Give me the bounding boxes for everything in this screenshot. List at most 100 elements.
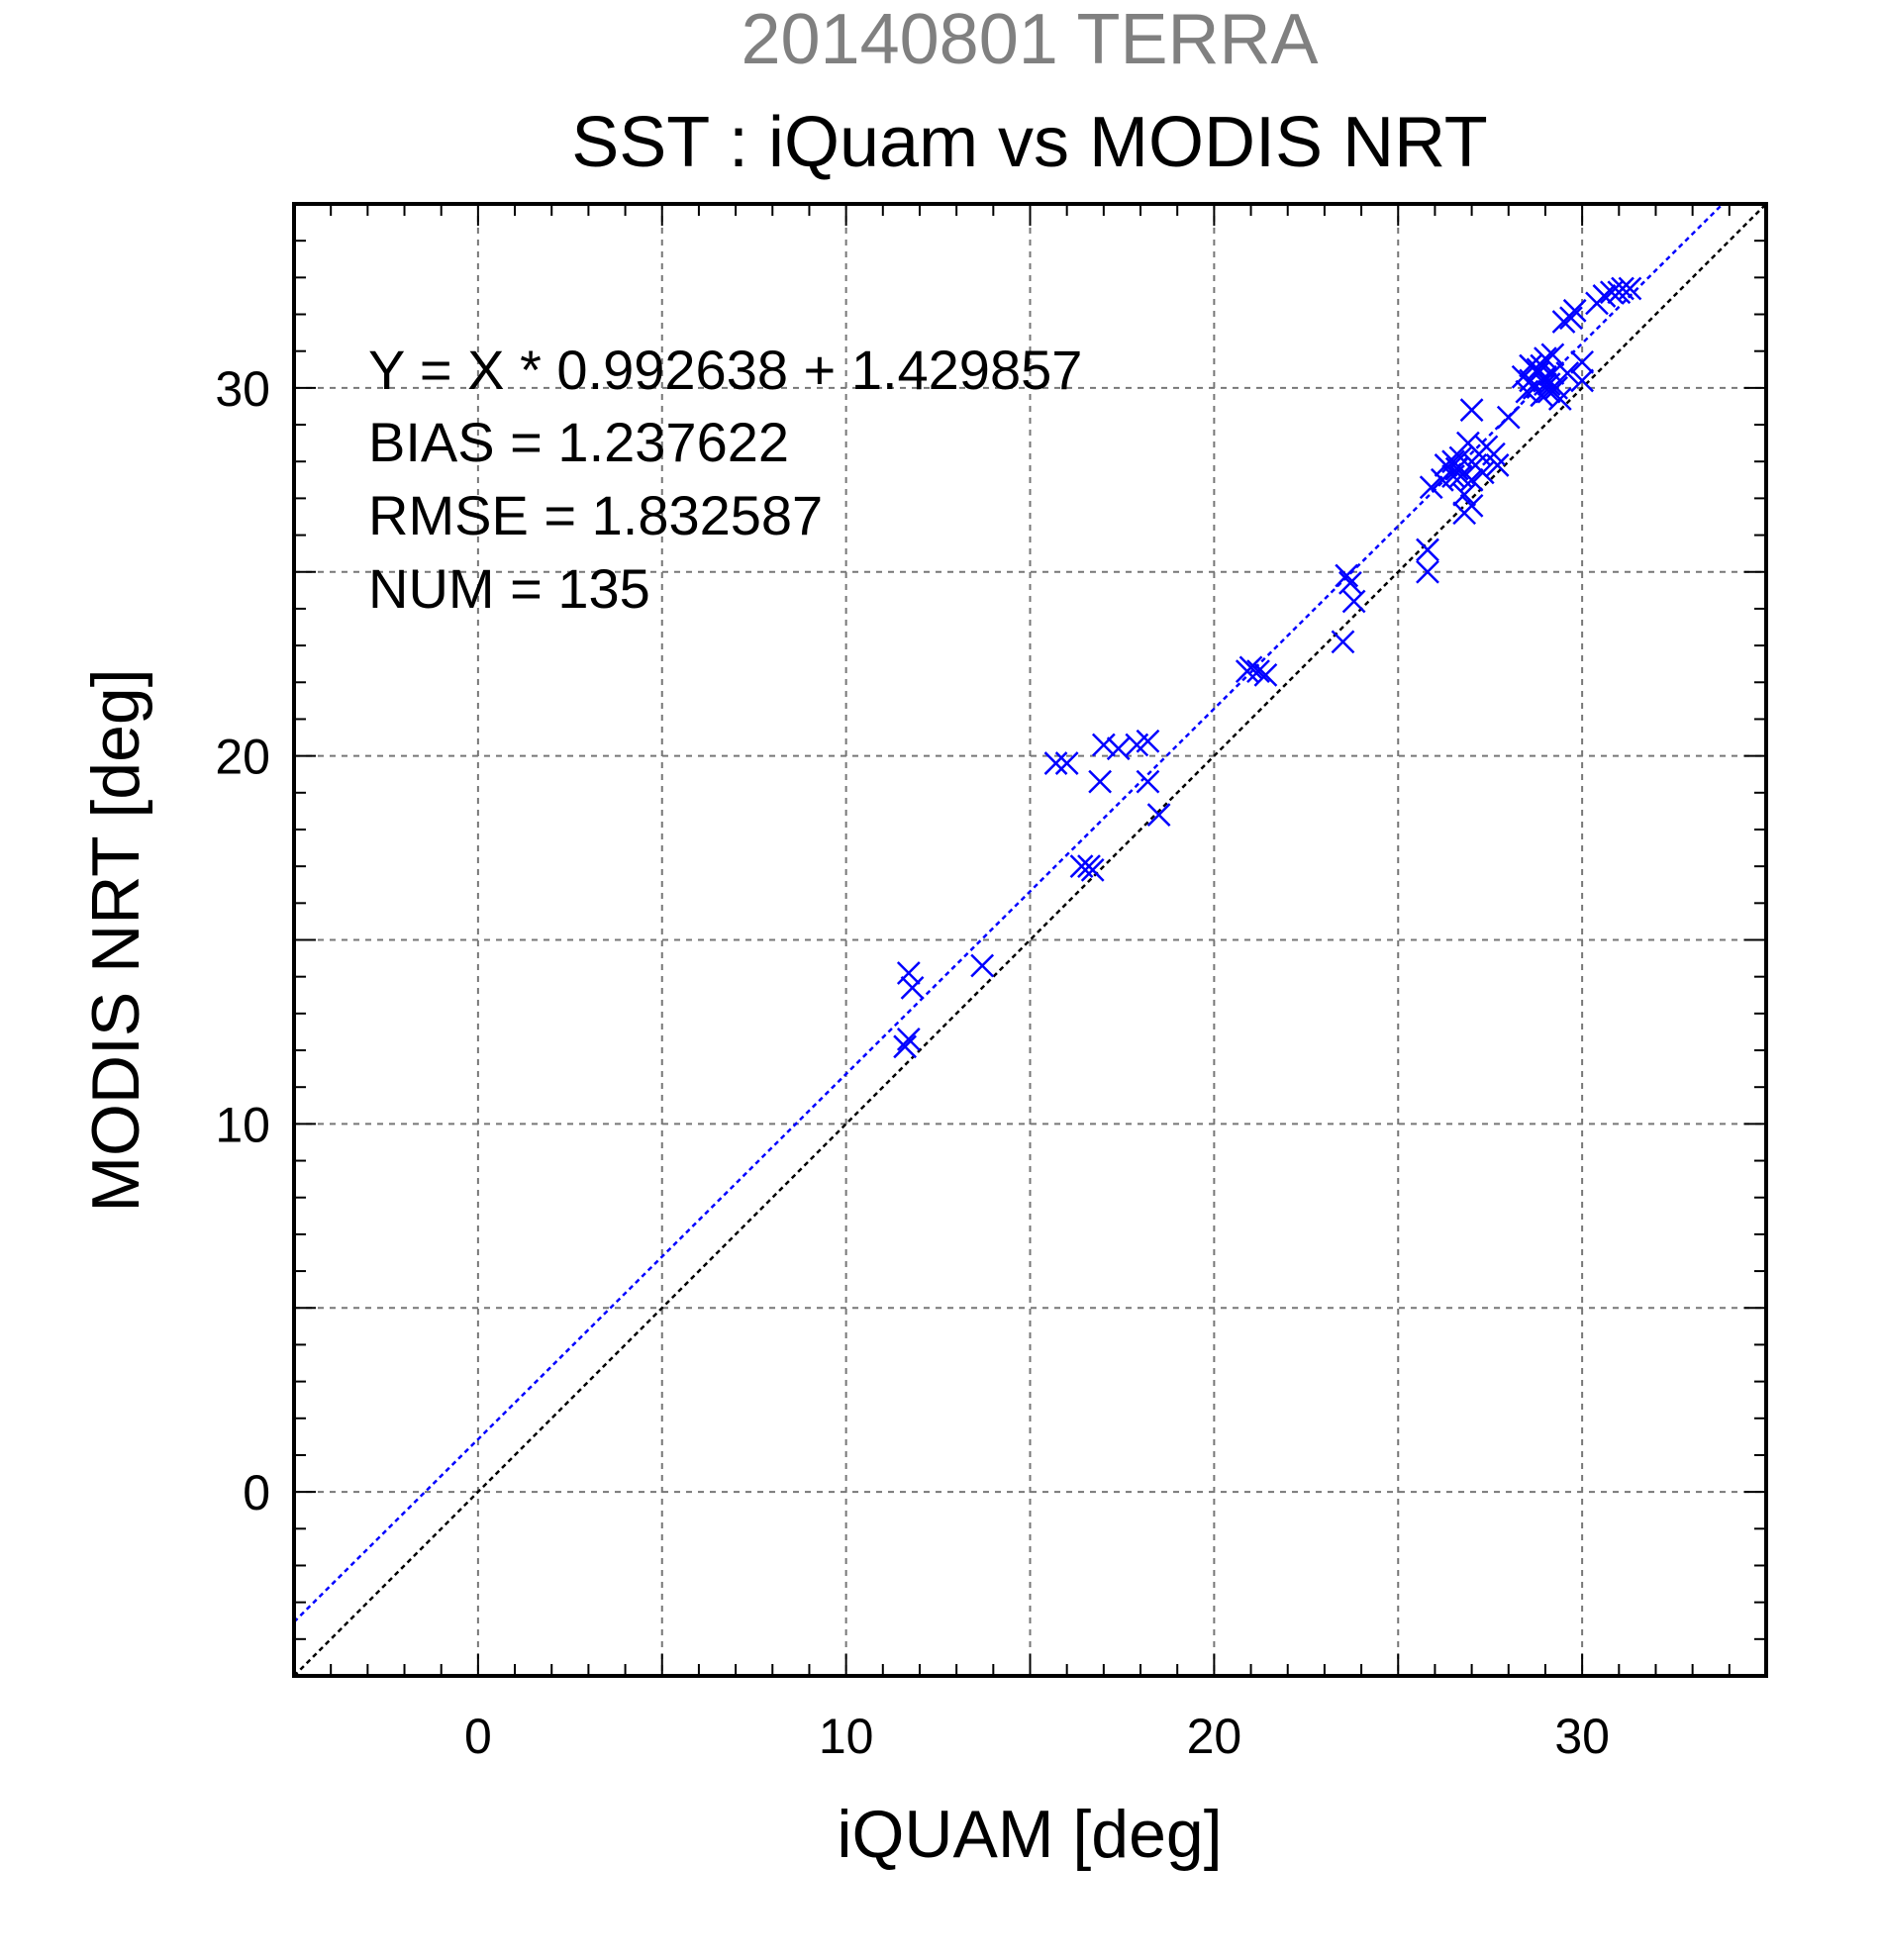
data-point <box>893 1034 917 1059</box>
data-point <box>1555 361 1580 385</box>
data-point-stroke <box>1455 431 1480 455</box>
regression-line <box>294 204 1725 1623</box>
data-point <box>1530 353 1554 378</box>
data-point <box>1416 538 1439 562</box>
data-point-stroke <box>1253 662 1278 687</box>
data-point-stroke <box>1441 464 1465 488</box>
data-point <box>1441 464 1465 488</box>
data-point-stroke <box>1448 445 1473 470</box>
data-point <box>1611 276 1634 301</box>
data-point-stroke <box>1534 364 1557 389</box>
data-point <box>1146 803 1171 827</box>
x-tick-label: 0 <box>464 1709 492 1764</box>
chart-date-title: 20140801 TERRA <box>741 0 1318 79</box>
data-point <box>1459 493 1484 518</box>
data-point <box>1043 751 1068 775</box>
data-point-stroke <box>1136 769 1160 794</box>
data-point-stroke <box>1136 729 1160 753</box>
axis-ticks: 0 10 20 30 0 10 20 30 <box>215 203 1767 1764</box>
data-point-stroke <box>1485 453 1510 477</box>
chart-title: SST : iQuam vs MODIS NRT <box>571 103 1488 182</box>
data-point-stroke <box>1341 589 1366 614</box>
data-point-stroke <box>1238 655 1263 680</box>
data-point-stroke <box>970 953 995 978</box>
data-point-stroke <box>1452 482 1477 507</box>
data-point-stroke <box>1459 398 1484 423</box>
data-point-stroke <box>1544 375 1568 400</box>
data-point <box>1088 769 1113 794</box>
data-point <box>1419 475 1443 500</box>
data-point <box>1335 563 1359 588</box>
data-point <box>1338 571 1362 595</box>
data-point-stroke <box>1534 346 1557 371</box>
data-point-stroke <box>1246 659 1270 684</box>
data-point <box>1136 729 1160 753</box>
data-point <box>1459 398 1484 423</box>
data-point-stroke <box>1416 559 1439 584</box>
data-point-stroke <box>900 975 925 1000</box>
y-tick-label: 20 <box>215 730 270 785</box>
data-point <box>896 1027 921 1051</box>
data-point-stroke <box>1434 453 1458 477</box>
data-point-stroke <box>1069 854 1094 879</box>
data-point <box>1592 284 1617 308</box>
x-tick-label: 30 <box>1554 1709 1610 1764</box>
data-point-stroke <box>1459 467 1484 492</box>
data-point-stroke <box>1146 803 1171 827</box>
plot-frame <box>292 202 1768 1678</box>
data-point-stroke <box>1448 464 1473 488</box>
data-point <box>1470 460 1495 485</box>
data-point <box>1570 349 1595 374</box>
data-point-stroke <box>1555 361 1580 385</box>
data-point-stroke <box>1419 475 1443 500</box>
data-point-stroke <box>1547 387 1572 411</box>
data-point-stroke <box>1331 630 1355 654</box>
data-point-stroke <box>1534 372 1557 397</box>
data-point <box>1534 372 1557 397</box>
data-point <box>1618 276 1642 301</box>
y-tick-label: 0 <box>243 1465 270 1520</box>
data-point-stroke <box>893 1034 917 1059</box>
data-point-stroke <box>1054 751 1079 775</box>
data-point <box>1091 733 1116 757</box>
grid-lines <box>294 204 1766 1676</box>
regression-text: Y = X * 0.992638 + 1.429857 <box>368 339 1082 401</box>
data-point <box>1570 368 1595 393</box>
data-point-stroke <box>896 1027 921 1051</box>
reference-lines <box>294 204 1766 1676</box>
data-point-stroke <box>1043 751 1068 775</box>
data-point <box>1452 482 1477 507</box>
x-tick-label: 10 <box>819 1709 874 1764</box>
data-point <box>1496 405 1521 430</box>
data-point-stroke <box>1080 857 1105 882</box>
data-point <box>1416 559 1439 584</box>
data-point <box>1080 857 1105 882</box>
stats-block: Y = X * 0.992638 + 1.429857 BIAS = 1.237… <box>368 339 1082 620</box>
data-point-stroke <box>1335 563 1359 588</box>
data-point-stroke <box>1088 769 1113 794</box>
data-point-stroke <box>1416 538 1439 562</box>
data-point-stroke <box>1482 441 1506 466</box>
data-point-stroke <box>1536 379 1561 404</box>
rmse-text: RMSE = 1.832587 <box>368 484 823 546</box>
data-point-stroke <box>1496 405 1521 430</box>
data-point <box>1331 630 1355 654</box>
data-point-stroke <box>1530 353 1554 378</box>
data-point <box>1536 379 1561 404</box>
data-point-stroke <box>1618 276 1642 301</box>
data-point-stroke <box>1570 349 1595 374</box>
data-point <box>1485 453 1510 477</box>
data-point <box>1559 306 1583 331</box>
data-point-stroke <box>1570 368 1595 393</box>
x-tick-label: 20 <box>1187 1709 1242 1764</box>
data-point <box>900 975 925 1000</box>
data-point <box>1136 769 1160 794</box>
data-point-stroke <box>1459 493 1484 518</box>
data-points <box>893 276 1642 1059</box>
data-point <box>1459 467 1484 492</box>
data-point-stroke <box>1338 571 1362 595</box>
data-point <box>1341 589 1366 614</box>
data-point <box>896 961 921 985</box>
data-point-stroke <box>1511 364 1535 389</box>
